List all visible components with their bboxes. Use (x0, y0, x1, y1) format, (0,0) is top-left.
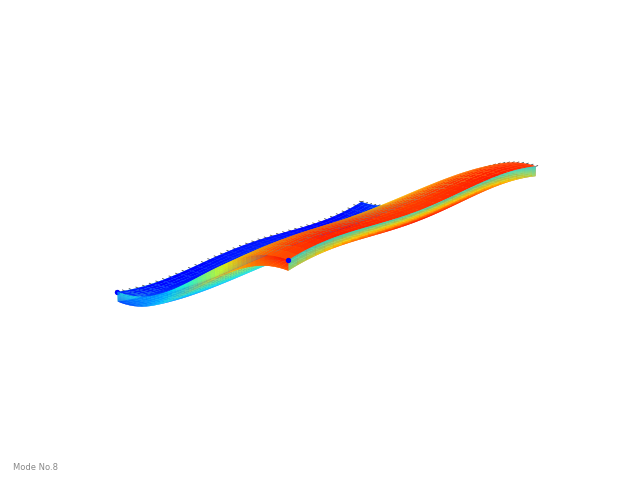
Text: Mode No.8: Mode No.8 (13, 463, 58, 472)
